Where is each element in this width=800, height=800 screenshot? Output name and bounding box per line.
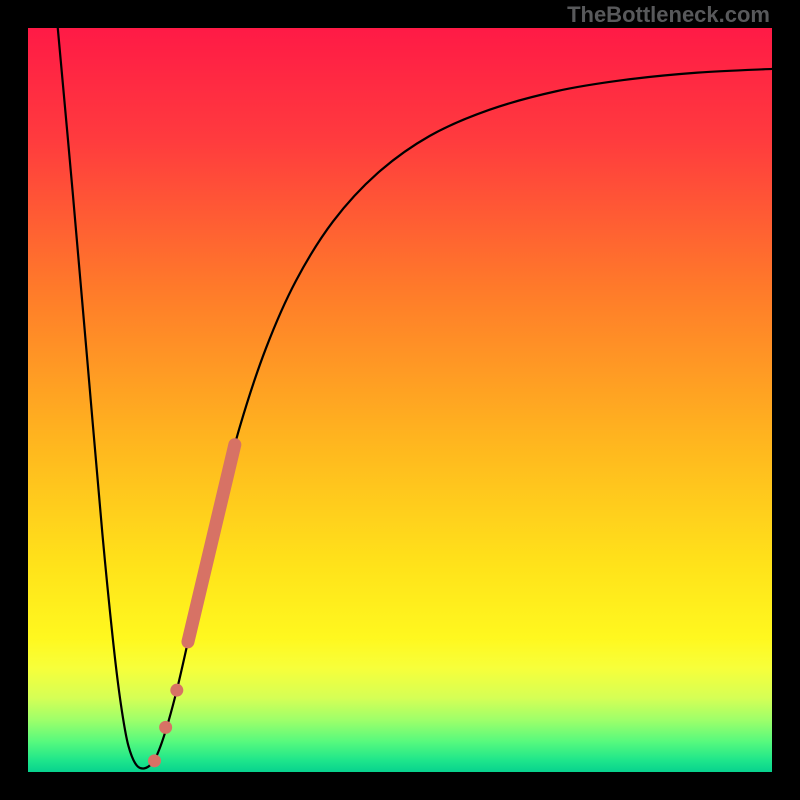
bottleneck-curve — [58, 28, 772, 769]
highlight-dot — [170, 684, 183, 697]
highlight-segment — [188, 445, 235, 642]
highlight-dots — [148, 684, 183, 768]
plot-area — [28, 28, 772, 772]
highlight-dot — [159, 721, 172, 734]
chart-frame: TheBottleneck.com — [0, 0, 800, 800]
highlight-dot — [148, 754, 161, 767]
watermark-text: TheBottleneck.com — [567, 2, 770, 28]
curve-overlay — [28, 28, 772, 772]
